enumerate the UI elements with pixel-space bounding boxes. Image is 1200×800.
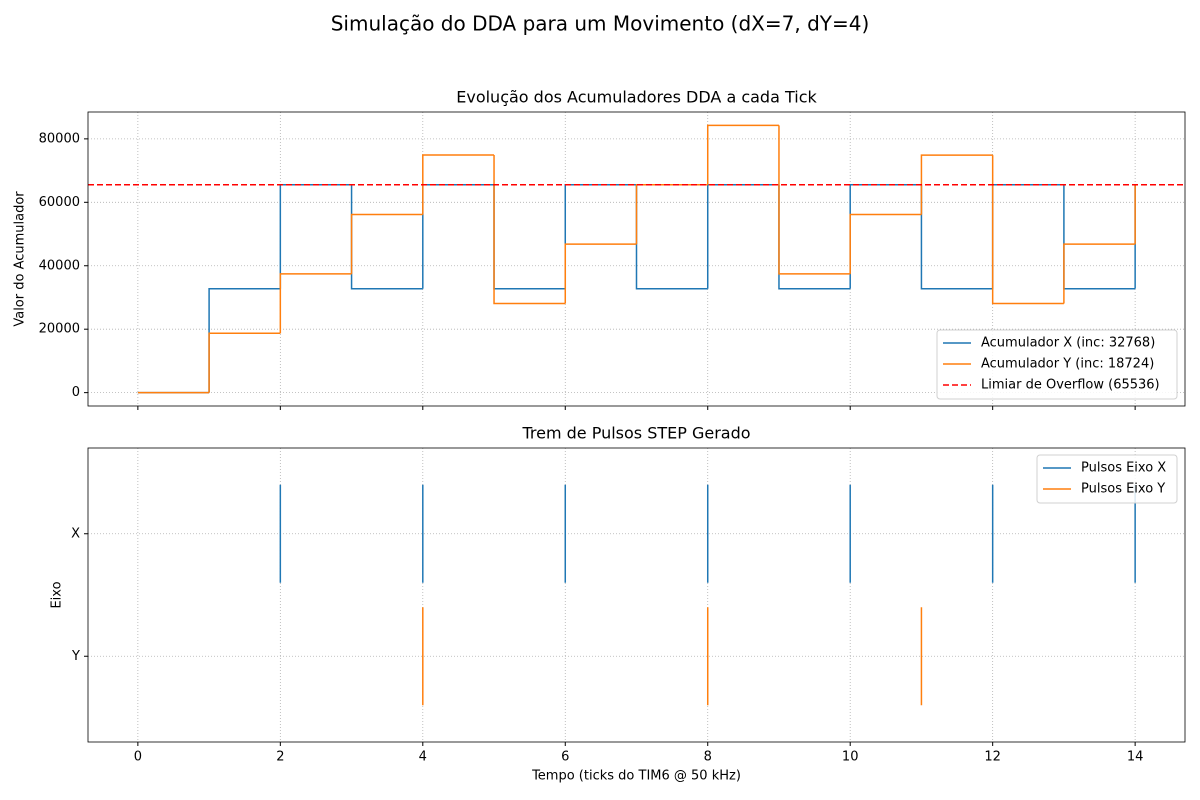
step-segment [920,184,993,290]
y-tick-label: 40000 [39,258,80,273]
step-segment [706,124,779,185]
x-tick-label: 6 [561,750,569,765]
step-segment [208,332,281,393]
y-tick-label: Y [71,649,80,664]
x-tick-label: 2 [276,750,284,765]
y-tick-label: 80000 [39,131,80,146]
step-segment [849,213,922,274]
legend-label: Limiar de Overflow (65536) [981,378,1160,393]
axes-title: Evolução dos Acumuladores DDA a cada Tic… [456,88,817,107]
legend-label: Acumulador X (inc: 32768) [981,336,1155,351]
x-axis-label: Tempo (ticks do TIM6 @ 50 kHz) [531,769,741,784]
axes-title: Trem de Pulsos STEP Gerado [521,424,750,443]
y-tick-label: 60000 [39,195,80,210]
step-segment [422,154,495,215]
y-axis-label: Valor do Acumulador [13,191,28,327]
y-tick-label: 0 [72,385,80,400]
legend-label: Pulsos Eixo Y [1081,482,1165,497]
axes-frame [87,111,1186,407]
x-tick-label: 4 [419,750,427,765]
x-tick-label: 8 [704,750,712,765]
legend-label: Acumulador Y (inc: 18724) [981,357,1154,372]
step-segment [279,273,352,334]
step-segment [991,155,1064,305]
figure-title: Simulação do DDA para um Movimento (dX=7… [331,12,870,36]
step-segment [564,243,637,304]
axes-frame [87,447,1186,743]
x-tick-label: 12 [984,750,1001,765]
step-segment [778,125,851,275]
x-tick-label: 10 [842,750,859,765]
y-tick-label: X [71,526,80,541]
legend-box [936,329,1178,400]
step-segment [493,155,566,305]
y-axis-label: Eixo [50,581,65,608]
legend-box [1036,454,1178,504]
step-segment [350,213,423,274]
y-tick-label: 20000 [39,322,80,337]
x-tick-label: 14 [1127,750,1144,765]
step-segment [920,154,993,215]
x-tick-label: 0 [134,750,142,765]
step-segment [1063,243,1136,304]
legend-label: Pulsos Eixo X [1081,461,1166,476]
